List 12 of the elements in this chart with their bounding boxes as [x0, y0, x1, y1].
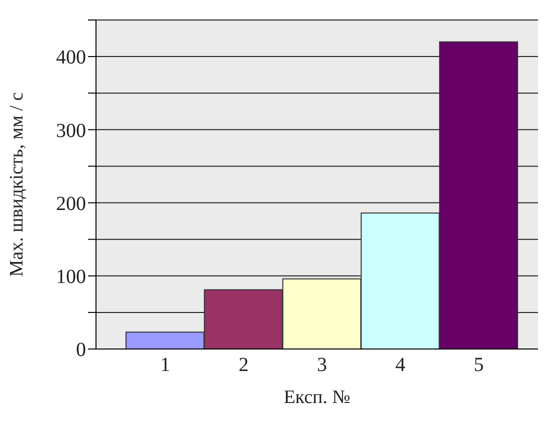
y-tick-label: 200: [56, 192, 86, 215]
x-tick-label: 4: [395, 354, 406, 376]
x-axis-title: Експ. №: [284, 387, 350, 408]
y-tick-label: 400: [56, 46, 86, 69]
x-tick-label: 3: [317, 354, 327, 376]
x-tick-label: 5: [474, 354, 484, 376]
y-tick-label: 100: [56, 266, 86, 288]
y-axis-title: Max. швидкість, мм / с: [6, 92, 28, 277]
y-tick-label: 300: [56, 120, 86, 142]
x-tick-label: 2: [238, 354, 249, 376]
x-tick-label: 1: [160, 354, 170, 376]
y-tick-label: 0: [76, 339, 86, 362]
